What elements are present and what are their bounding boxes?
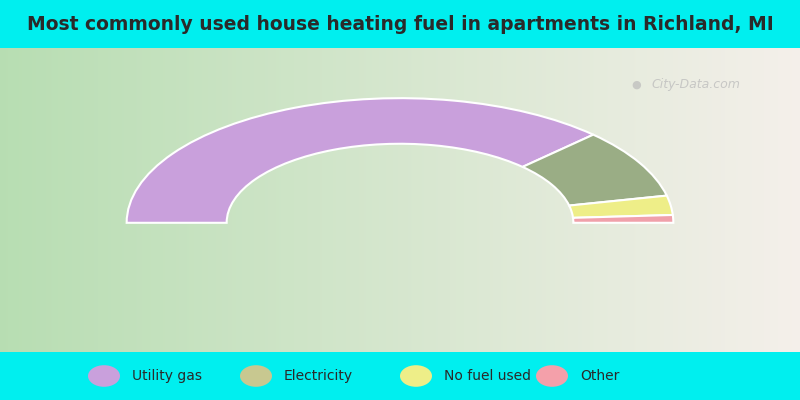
Ellipse shape [400,365,432,387]
Text: Utility gas: Utility gas [132,369,202,383]
Wedge shape [126,98,594,223]
Wedge shape [569,196,673,218]
Wedge shape [573,215,674,223]
Text: Electricity: Electricity [284,369,353,383]
Text: City-Data.com: City-Data.com [651,78,741,91]
Text: Most commonly used house heating fuel in apartments in Richland, MI: Most commonly used house heating fuel in… [26,14,774,34]
Ellipse shape [88,365,120,387]
Ellipse shape [536,365,568,387]
Text: No fuel used: No fuel used [444,369,531,383]
Ellipse shape [240,365,272,387]
Text: Other: Other [580,369,619,383]
Text: ●: ● [631,80,641,90]
Wedge shape [522,135,666,206]
